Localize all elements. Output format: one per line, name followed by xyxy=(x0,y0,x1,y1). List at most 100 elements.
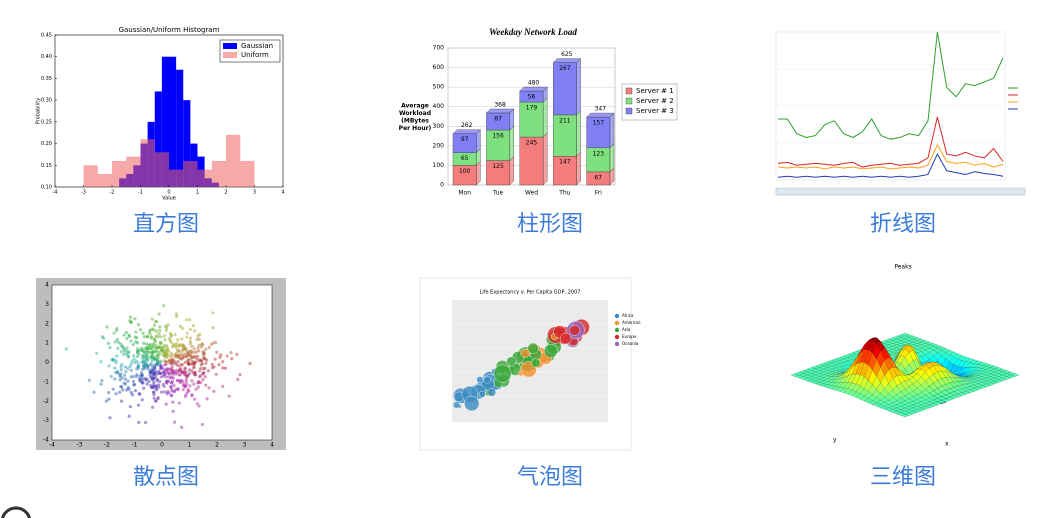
scatter-point xyxy=(115,354,119,358)
scatter-point xyxy=(195,356,199,361)
scatter-point xyxy=(95,351,99,355)
hist-bar xyxy=(161,56,169,187)
scatter-point xyxy=(159,366,164,370)
scatter-point xyxy=(201,372,205,376)
scatter-point xyxy=(120,344,124,348)
hist-bar xyxy=(176,69,184,187)
y-tick-label: 0 xyxy=(440,182,444,189)
scatter-point xyxy=(213,357,217,361)
scatter-point xyxy=(165,392,169,396)
scatter-point xyxy=(121,388,125,392)
scatter-point xyxy=(170,357,174,361)
bubble xyxy=(464,395,480,412)
scatter-point xyxy=(150,378,155,382)
legend-swatch xyxy=(614,334,620,340)
bar-side xyxy=(509,125,514,162)
scatter-point xyxy=(111,387,115,391)
scatter-point xyxy=(211,311,215,315)
scatter-point xyxy=(177,401,181,405)
scatter-point xyxy=(207,345,211,350)
scatter-point xyxy=(161,345,165,349)
line-series xyxy=(777,153,1004,178)
scatter-point xyxy=(149,383,153,388)
legend-label: Uniform xyxy=(241,51,269,59)
scatter-point xyxy=(118,378,122,382)
scatter-point xyxy=(122,381,126,385)
x-tick-label: -2 xyxy=(110,190,115,196)
scatter-point xyxy=(158,328,162,333)
scatter-point xyxy=(157,312,161,316)
y-tick-label: 1 xyxy=(45,340,49,347)
y-axis-label: Per Hour) xyxy=(399,125,432,132)
hist-bar xyxy=(154,91,162,187)
scatter-point xyxy=(151,374,155,378)
total-label: 625 xyxy=(561,51,573,58)
scatter-point xyxy=(140,349,145,353)
value-label: 100 xyxy=(459,168,471,175)
scatter-point xyxy=(138,392,142,396)
scatter-point xyxy=(129,368,133,372)
range-slider xyxy=(775,187,1026,196)
scatter-point xyxy=(157,383,161,387)
total-label: 262 xyxy=(461,122,473,129)
y-axis-label: Average xyxy=(401,103,429,110)
scatter-point xyxy=(150,317,154,321)
scatter-point xyxy=(162,358,167,363)
scatter-point xyxy=(183,360,187,365)
bar-side xyxy=(609,143,615,173)
scatter-point xyxy=(154,399,158,403)
scatter-point xyxy=(197,380,201,384)
scatter-point xyxy=(169,340,173,344)
scatter-point xyxy=(195,402,200,406)
y-tick-label: 700 xyxy=(433,45,445,52)
bar-top xyxy=(586,112,615,118)
scatter-point xyxy=(190,368,194,373)
scatter-point xyxy=(157,385,161,389)
scatter-point xyxy=(181,370,185,374)
scatter-point xyxy=(151,349,155,353)
scatter-point xyxy=(127,414,131,418)
scatter-point xyxy=(159,359,163,363)
scatter-point xyxy=(159,390,164,394)
scatter-point xyxy=(172,383,176,388)
scatter-point xyxy=(127,334,131,338)
scatter-point xyxy=(223,366,227,370)
legend-swatch xyxy=(223,43,237,49)
scatter-point xyxy=(143,420,148,425)
bar-side xyxy=(609,112,615,149)
scatter-point xyxy=(92,390,96,394)
scatter-point xyxy=(126,366,130,371)
scatter-point xyxy=(169,387,174,391)
scatter-point xyxy=(210,362,214,367)
scatter-point xyxy=(174,351,178,356)
scatter-point xyxy=(134,330,138,334)
scatter-point xyxy=(135,374,139,379)
legend-swatch xyxy=(625,87,633,95)
scatter-point xyxy=(108,416,112,420)
bubble xyxy=(506,356,517,367)
bubble xyxy=(527,342,539,355)
scatter-point xyxy=(87,378,91,382)
scatter-point xyxy=(99,360,103,364)
scatter-point xyxy=(114,371,118,375)
scatter-point xyxy=(129,320,133,324)
scatter-point xyxy=(119,349,123,354)
scatter-point xyxy=(162,367,166,371)
scatter-point xyxy=(140,377,145,381)
x-tick-label: 1 xyxy=(188,442,192,449)
scatter-point xyxy=(188,318,192,322)
legend-label: Europe xyxy=(622,334,637,339)
label: 三维图 xyxy=(870,465,936,490)
scatter-point xyxy=(136,323,141,327)
scatter-point xyxy=(192,365,196,369)
scatter-point xyxy=(147,379,151,384)
hist-bar xyxy=(226,134,241,187)
y-tick-label: 400 xyxy=(433,103,445,110)
scatter-point xyxy=(152,380,156,384)
scatter-point xyxy=(185,331,189,335)
scatter-point xyxy=(122,373,127,377)
scatter-point xyxy=(107,364,111,368)
scatter-point xyxy=(191,324,195,328)
bubble xyxy=(476,376,484,384)
